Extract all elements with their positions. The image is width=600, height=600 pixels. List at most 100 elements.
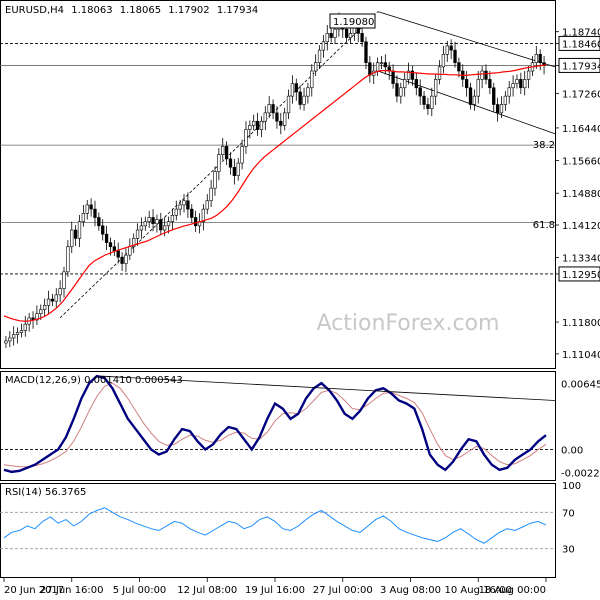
- candle-body: [128, 246, 132, 256]
- candle-body: [151, 217, 155, 225]
- candle-body: [275, 112, 279, 122]
- candle-body: [224, 146, 229, 160]
- candle-body: [155, 219, 159, 225]
- channel-upper-line: [377, 11, 556, 68]
- peak-label-box: [329, 13, 376, 29]
- candle-body: [15, 332, 20, 335]
- candle-body: [437, 66, 442, 80]
- rsi-title: RSI(14) 56.3765: [5, 487, 86, 498]
- candle-body: [70, 229, 74, 248]
- candle-body: [472, 95, 477, 105]
- candle-body: [46, 298, 51, 306]
- candle-body: [484, 70, 488, 80]
- price-tick-label: 1.17260: [562, 90, 600, 101]
- price-tick-label: 1.11800: [562, 318, 600, 329]
- rsi-tick-label: 30: [562, 545, 575, 556]
- candle-body: [232, 166, 237, 176]
- candle-body: [12, 334, 16, 339]
- candle-body: [534, 53, 538, 63]
- price-tick-label: 1.18460: [562, 39, 600, 50]
- candle-body: [93, 208, 97, 218]
- candle-body: [89, 204, 93, 210]
- candle-body: [205, 200, 209, 210]
- candle-body: [453, 49, 457, 63]
- candle-body: [317, 49, 322, 63]
- candle-body: [112, 246, 116, 252]
- candle-body: [445, 45, 449, 55]
- candle-body: [23, 323, 27, 331]
- macd-line: [3, 374, 547, 474]
- peak-label: 1.19080: [333, 17, 374, 28]
- x-tick-label: 18 Aug 00:00: [479, 585, 546, 596]
- x-tick-label: 12 Jul 08:00: [177, 585, 237, 596]
- candle-body: [538, 53, 542, 63]
- candle-body: [139, 225, 144, 231]
- candle-body: [283, 112, 287, 126]
- rsi-tick-label: 100: [562, 481, 581, 492]
- candle-body: [441, 53, 446, 68]
- candle-body: [488, 79, 492, 89]
- candle-body: [325, 33, 329, 43]
- candle-body: [186, 200, 190, 210]
- candle-body: [476, 79, 480, 97]
- candle-body: [42, 305, 47, 310]
- candle-body: [430, 95, 434, 109]
- candle-body: [492, 87, 496, 105]
- candle-body: [81, 212, 86, 222]
- candle-body: [302, 95, 306, 105]
- candle-body: [178, 204, 182, 210]
- price-tick-label: 1.18740: [562, 28, 600, 39]
- candle-body: [368, 62, 372, 76]
- candle-body: [143, 221, 147, 227]
- candle-body: [523, 79, 527, 89]
- candle-body: [468, 87, 473, 105]
- candle-body: [228, 158, 233, 168]
- candle-body: [62, 271, 66, 289]
- candle-body: [480, 70, 484, 80]
- candle-body: [132, 238, 136, 248]
- price-tick-label: 1.16440: [562, 124, 600, 135]
- macd-y-axis: 0.006454 0.00 -0.002252: [561, 380, 600, 480]
- candle-body: [193, 217, 198, 227]
- candle-body: [58, 288, 62, 296]
- candle-body: [364, 41, 368, 63]
- macd-tick-label: -0.002252: [561, 468, 600, 479]
- candle-body: [383, 62, 387, 68]
- macd-series: [0, 374, 556, 474]
- candle-body: [348, 33, 353, 38]
- candle-body: [329, 33, 333, 38]
- fib-38-label: 38.2: [533, 140, 555, 151]
- candle-body: [344, 28, 349, 38]
- candle-body: [495, 104, 500, 114]
- candle-body: [174, 208, 178, 216]
- x-tick-label: 19 Jul 16:00: [245, 585, 305, 596]
- channel-lower-line: [377, 70, 556, 135]
- candle-body: [306, 87, 310, 97]
- candle-body: [290, 83, 295, 97]
- candle-body: [360, 33, 364, 43]
- candle-body: [217, 154, 221, 172]
- price-tick-label: 1.14880: [562, 189, 600, 200]
- fib-61-label: 61.8: [533, 220, 555, 231]
- rsi-y-axis: 100 70 30: [562, 481, 581, 556]
- candle-body: [244, 129, 248, 147]
- candle-body: [449, 45, 453, 51]
- candle-body: [4, 340, 8, 344]
- candle-body: [507, 87, 511, 97]
- macd-trendline: [99, 375, 556, 401]
- candle-body: [298, 91, 302, 105]
- candle-body: [73, 229, 78, 239]
- candle-body: [159, 219, 163, 231]
- candle-body: [190, 208, 194, 218]
- candle-body: [399, 87, 403, 97]
- candle-body: [379, 62, 384, 64]
- candle-body: [406, 70, 411, 80]
- candle-body: [526, 70, 531, 80]
- candle-body: [147, 217, 151, 222]
- candle-body: [101, 225, 105, 235]
- horizontal-levels: [0, 43, 555, 275]
- candle-body: [519, 79, 523, 89]
